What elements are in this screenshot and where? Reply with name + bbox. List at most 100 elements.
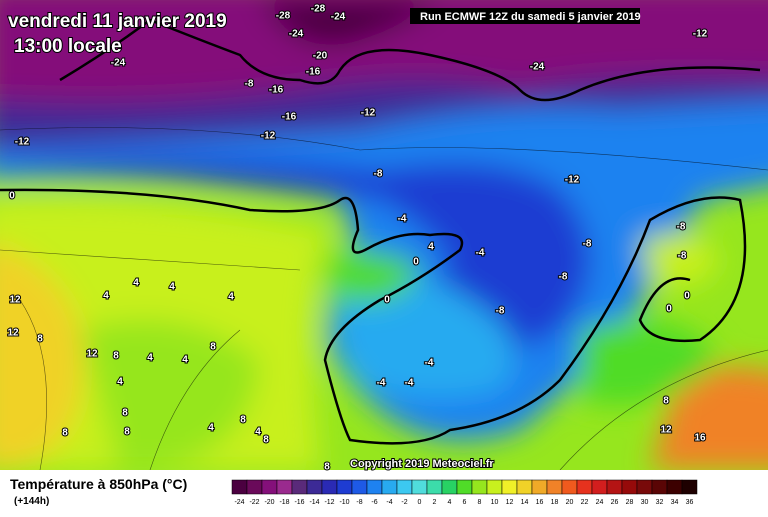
scale-swatch — [261, 479, 278, 495]
scale-label: 12 — [506, 499, 514, 506]
scale-label: 26 — [611, 499, 619, 506]
scale-swatch — [576, 479, 593, 495]
scale-swatch — [246, 479, 263, 495]
scale-label: 30 — [641, 499, 649, 506]
contour-label: 8 — [240, 415, 246, 426]
scale-swatch — [666, 479, 683, 495]
contour-label: 8 — [113, 351, 119, 362]
scale-swatch — [591, 479, 608, 495]
contour-label: -16 — [282, 112, 297, 123]
contour-label: 0 — [666, 304, 672, 315]
contour-label: -8 — [245, 79, 254, 90]
contour-label: 0 — [413, 257, 419, 268]
contour-label: -12 — [261, 131, 276, 142]
contour-label: -8 — [374, 169, 383, 180]
scale-label: -14 — [309, 499, 319, 506]
scale-label: -12 — [324, 499, 334, 506]
variable: Température à 850hPa (°C) — [10, 476, 187, 492]
copyright: Copyright 2019 Meteociel.fr — [350, 458, 494, 470]
contour-label: 4 — [208, 423, 214, 434]
map — [0, 0, 768, 470]
scale-swatch — [606, 479, 623, 495]
contour-label: 8 — [263, 435, 269, 446]
contour-label: 8 — [663, 396, 669, 407]
scale-label: -2 — [401, 499, 407, 506]
scale-label: 34 — [671, 499, 679, 506]
scale-label: 36 — [686, 499, 694, 506]
scale-swatch — [411, 479, 428, 495]
contour-label: -24 — [289, 29, 304, 40]
contour-label: -4 — [405, 378, 414, 389]
scale-swatch — [651, 479, 668, 495]
scale-label: -10 — [339, 499, 349, 506]
scale-label: -20 — [264, 499, 274, 506]
contour-label: 4 — [133, 278, 139, 289]
scale-swatch — [681, 479, 698, 495]
scale-swatch — [456, 479, 473, 495]
scale-swatch — [381, 479, 398, 495]
time: 13:00 locale — [14, 36, 122, 57]
scale-label: -24 — [234, 499, 244, 506]
scale-label: -6 — [371, 499, 377, 506]
scale-swatch — [561, 479, 578, 495]
contour-label: -8 — [496, 306, 505, 317]
scale-swatch — [231, 479, 248, 495]
contour-label: 4 — [117, 377, 123, 388]
scale-label: 28 — [626, 499, 634, 506]
contour-label: 12 — [7, 328, 19, 339]
scale-label: 18 — [551, 499, 559, 506]
contour-label: 4 — [169, 282, 175, 293]
contour-label: 12 — [660, 425, 672, 436]
contour-label: 16 — [694, 433, 706, 444]
scale-swatch — [306, 479, 323, 495]
scale-swatch — [471, 479, 488, 495]
contour-label: 4 — [103, 291, 109, 302]
contour-label: -12 — [361, 108, 376, 119]
scale-swatch — [546, 479, 563, 495]
contour-label: 12 — [86, 349, 98, 360]
contour-label: 4 — [255, 427, 261, 438]
scale-swatch — [516, 479, 533, 495]
scale-swatch — [276, 479, 293, 495]
scale-label: -16 — [294, 499, 304, 506]
contour-label: 8 — [37, 334, 43, 345]
scale-label: 8 — [478, 499, 482, 506]
contour-label: 0 — [384, 295, 390, 306]
contour-label: 8 — [124, 427, 130, 438]
contour-label: -12 — [693, 29, 708, 40]
contour-label: -24 — [111, 58, 126, 69]
scale-swatch — [621, 479, 638, 495]
scale-label: -22 — [249, 499, 259, 506]
scale-label: -4 — [386, 499, 392, 506]
scale-swatch — [486, 479, 503, 495]
contour-label: -4 — [398, 214, 407, 225]
scale-label: 32 — [656, 499, 664, 506]
scale-label: 24 — [596, 499, 604, 506]
scale-label: 0 — [418, 499, 422, 506]
contour-label: 4 — [228, 292, 234, 303]
scale-label: 16 — [536, 499, 544, 506]
scale-label: 22 — [581, 499, 589, 506]
contour-label: -8 — [678, 251, 687, 262]
contour-label: -28 — [276, 11, 291, 22]
scale-swatch — [501, 479, 518, 495]
scale-label: 2 — [433, 499, 437, 506]
contour-label: -16 — [306, 67, 321, 78]
contour-label: -8 — [677, 222, 686, 233]
contour-label: -8 — [583, 239, 592, 250]
contour-label: -24 — [530, 62, 545, 73]
scale-swatch — [366, 479, 383, 495]
contour-label: -4 — [476, 248, 485, 259]
contour-label: -4 — [377, 378, 386, 389]
contour-label: 0 — [9, 191, 15, 202]
scale-label: 10 — [491, 499, 499, 506]
scale-swatch — [396, 479, 413, 495]
contour-label: -12 — [565, 175, 580, 186]
contour-label: -28 — [311, 4, 326, 15]
scale-swatch — [531, 479, 548, 495]
scale-swatch — [636, 479, 653, 495]
scale-label: 20 — [566, 499, 574, 506]
contour-label: 8 — [210, 342, 216, 353]
contour-label: -24 — [331, 12, 346, 23]
